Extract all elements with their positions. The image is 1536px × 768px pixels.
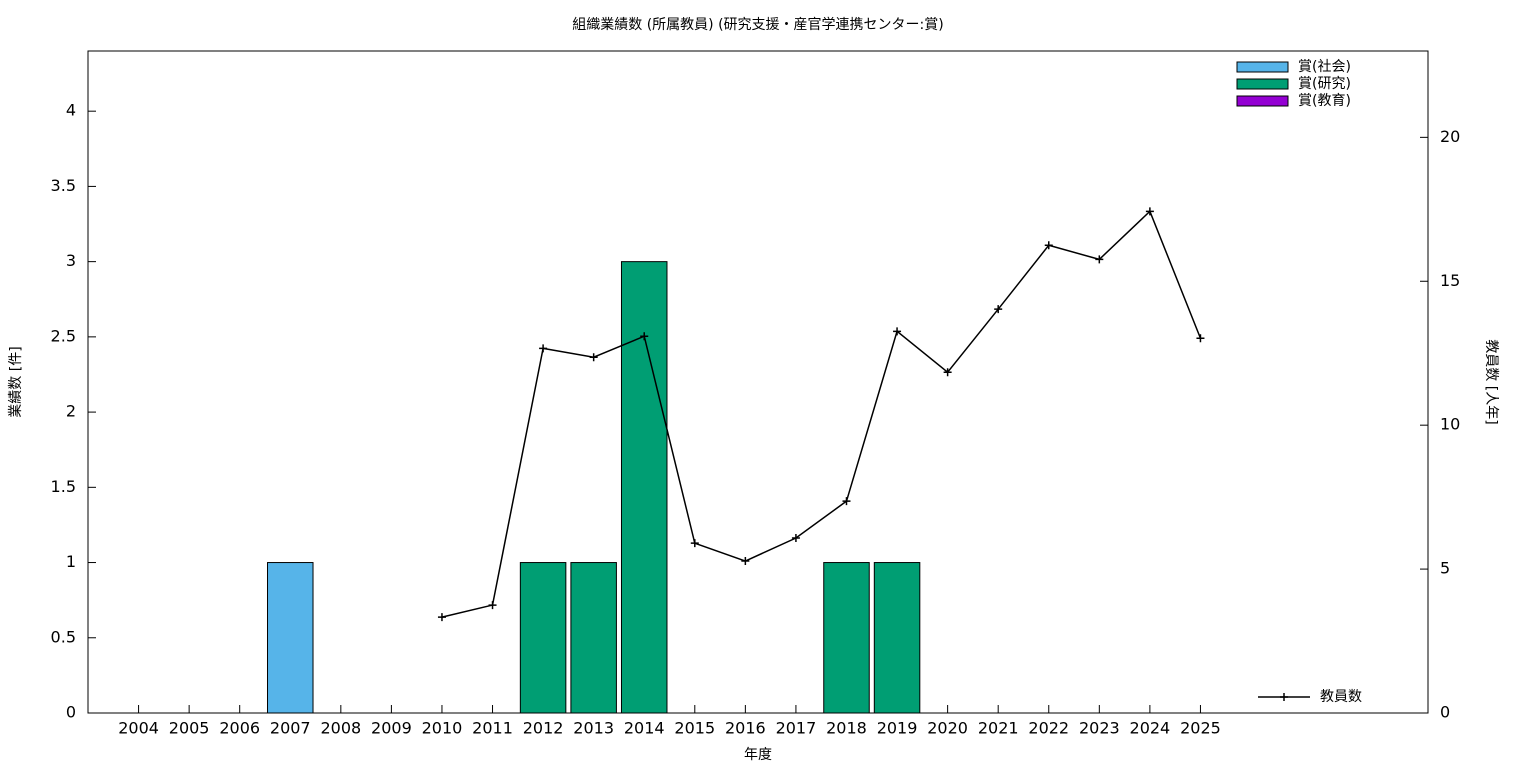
y2-axis-label: 教員数 [人年] (1483, 339, 1499, 424)
legend-label: 教員数 (1320, 689, 1362, 705)
x-tick-label: 2012 (523, 719, 564, 738)
point-marker (1196, 334, 1205, 343)
x-tick-label: 2025 (1180, 719, 1221, 738)
line (441, 210, 1202, 618)
point-marker (589, 353, 598, 362)
legend-label: 賞(研究) (1298, 76, 1351, 92)
point-marker (842, 497, 851, 506)
legend-label: 賞(社会) (1298, 59, 1351, 75)
legend-swatch (1236, 61, 1289, 73)
x-tick-label: 2007 (270, 719, 311, 738)
x-tick-label: 2013 (573, 719, 614, 738)
point-marker (539, 344, 548, 353)
y2-tick-label: 15 (1440, 271, 1460, 290)
bar (267, 562, 314, 714)
x-tick-label: 2004 (118, 719, 159, 738)
point-marker (690, 539, 699, 548)
point-marker (893, 327, 902, 336)
x-tick-label: 2024 (1130, 719, 1171, 738)
legend-label: 賞(教育) (1298, 93, 1351, 109)
x-tick-label: 2006 (219, 719, 260, 738)
plot-frame (87, 50, 1429, 714)
point-marker (488, 601, 497, 610)
x-tick-label: 2015 (674, 719, 715, 738)
point-marker (943, 368, 952, 377)
point-marker (1095, 255, 1104, 264)
point-marker (994, 305, 1003, 314)
point-marker (1044, 241, 1053, 250)
point-marker (640, 332, 649, 341)
legend-swatch (1236, 95, 1289, 107)
x-tick-label: 2011 (472, 719, 513, 738)
x-tick-label: 2016 (725, 719, 766, 738)
legend-marker (1280, 693, 1288, 701)
legend-swatch (1236, 78, 1289, 90)
y-tick-label: 3.5 (51, 176, 76, 195)
y-tick-label: 2 (66, 402, 76, 421)
y-tick-label: 4 (66, 101, 76, 120)
y-tick-label: 1.5 (51, 477, 76, 496)
bar (620, 261, 668, 714)
x-tick-label: 2017 (776, 719, 817, 738)
x-tick-label: 2020 (927, 719, 968, 738)
x-tick-label: 2010 (422, 719, 463, 738)
x-tick-label: 2021 (978, 719, 1019, 738)
bar (873, 562, 921, 714)
bar (570, 562, 617, 714)
y2-tick-label: 10 (1440, 415, 1460, 434)
bar (823, 562, 870, 714)
y-axis-label: 業績数 [件] (8, 346, 24, 417)
y-tick-label: 2.5 (51, 326, 76, 345)
y-tick-label: 0 (66, 703, 76, 722)
x-tick-label: 2019 (877, 719, 918, 738)
x-tick-label: 2005 (169, 719, 210, 738)
point-marker (741, 557, 750, 566)
x-tick-label: 2009 (371, 719, 412, 738)
x-tick-label: 2018 (826, 719, 867, 738)
y2-tick-label: 5 (1440, 559, 1450, 578)
y-tick-label: 0.5 (51, 627, 76, 646)
x-tick-label: 2014 (624, 719, 665, 738)
x-axis-label: 年度 (744, 747, 772, 763)
x-tick-label: 2022 (1028, 719, 1069, 738)
y-tick-label: 1 (66, 552, 76, 571)
point-marker (1145, 207, 1154, 216)
y2-tick-label: 0 (1440, 703, 1450, 722)
point-marker (791, 534, 800, 543)
y2-tick-label: 20 (1440, 127, 1460, 146)
x-tick-label: 2023 (1079, 719, 1120, 738)
x-tick-label: 2008 (320, 719, 361, 738)
y-tick-label: 3 (66, 251, 76, 270)
chart-title: 組織業績数 (所属教員) (研究支援・産官学連携センター:賞) (572, 17, 943, 33)
bar (519, 562, 567, 714)
point-marker (437, 613, 446, 622)
